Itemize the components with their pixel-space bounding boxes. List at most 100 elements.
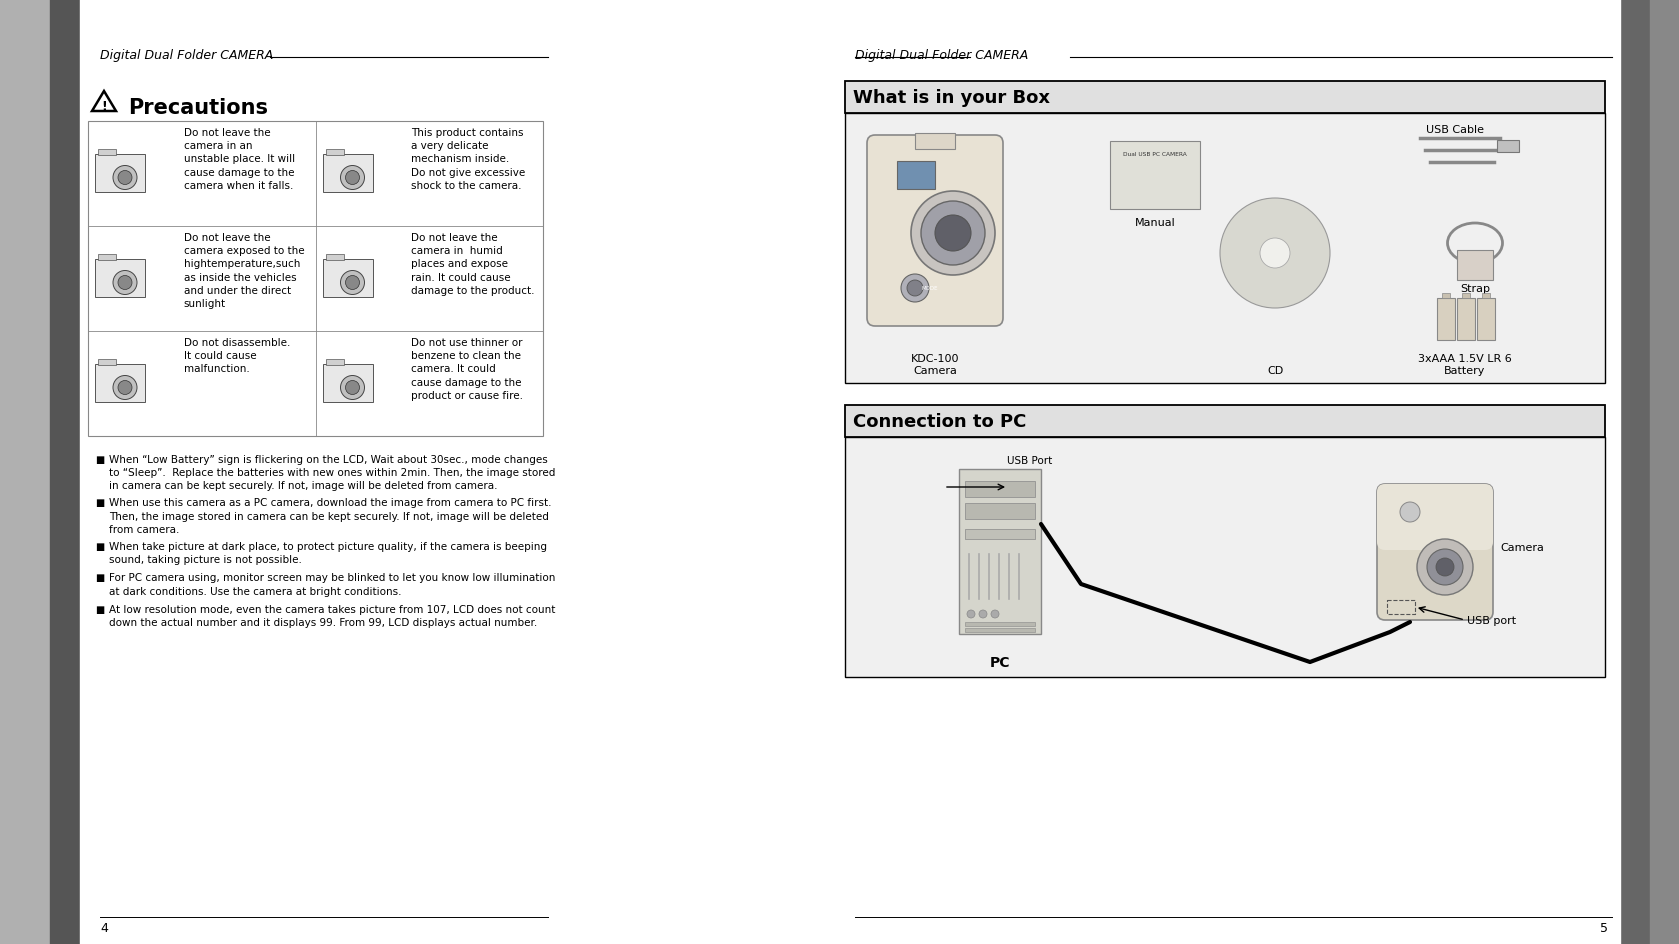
Bar [322,260,373,297]
Circle shape [346,277,359,290]
Circle shape [112,376,138,400]
Bar [897,161,935,190]
Text: ■: ■ [96,573,104,582]
Bar [1387,600,1415,615]
Text: USB port: USB port [1467,615,1516,625]
Text: Dual USB PC CAMERA: Dual USB PC CAMERA [1123,152,1187,157]
Text: Camera: Camera [1499,543,1545,552]
Circle shape [991,611,999,618]
Bar [965,481,1034,497]
Text: Precautions: Precautions [128,98,269,118]
Bar [845,114,1605,383]
Bar [1437,298,1456,341]
Circle shape [967,611,975,618]
Text: 3xAAA 1.5V LR 6
Battery: 3xAAA 1.5V LR 6 Battery [1419,353,1511,376]
Bar [97,359,116,365]
Bar [845,406,1605,437]
Bar [1483,294,1489,298]
Text: When use this camera as a PC camera, download the image from camera to PC first.: When use this camera as a PC camera, dow… [109,497,551,534]
Bar [50,0,81,944]
Text: PC: PC [989,655,1011,669]
Circle shape [902,275,928,303]
Text: Strap: Strap [1461,284,1489,294]
Text: What is in your Box: What is in your Box [853,89,1049,107]
Text: ■: ■ [96,604,104,615]
Text: MODE: MODE [922,286,939,291]
Text: Digital Dual Folder CAMERA: Digital Dual Folder CAMERA [855,48,1028,61]
Bar [326,254,344,261]
Text: !: ! [101,99,107,112]
Text: Do not leave the
camera in  humid
places and expose
rain. It could cause
damage : Do not leave the camera in humid places … [411,233,534,295]
Bar [840,0,1620,944]
Bar [326,359,344,365]
Circle shape [112,271,138,295]
Text: USB Cable: USB Cable [1425,125,1484,135]
Bar [1620,0,1655,944]
Text: Manual: Manual [1135,218,1175,228]
Circle shape [1221,199,1330,309]
FancyBboxPatch shape [866,136,1002,327]
FancyBboxPatch shape [1377,484,1493,550]
Text: This product contains
a very delicate
mechanism inside.
Do not give excessive
sh: This product contains a very delicate me… [411,127,526,191]
Circle shape [1259,239,1289,269]
Bar [97,254,116,261]
Circle shape [341,376,364,400]
Bar [845,437,1605,677]
Circle shape [935,216,970,252]
Text: Do not use thinner or
benzene to clean the
camera. It could
cause damage to the
: Do not use thinner or benzene to clean t… [411,338,524,400]
Bar [965,530,1034,539]
Text: Digital Dual Folder CAMERA: Digital Dual Folder CAMERA [101,48,274,61]
Bar [965,503,1034,519]
Bar [959,469,1041,634]
Circle shape [1436,559,1454,577]
Circle shape [907,280,923,296]
Text: At low resolution mode, even the camera takes picture from 107, LCD does not cou: At low resolution mode, even the camera … [109,604,556,628]
Circle shape [346,171,359,185]
Circle shape [979,611,987,618]
Bar [965,629,1034,632]
Bar [965,622,1034,626]
Bar [1478,298,1494,341]
Text: Connection to PC: Connection to PC [853,413,1026,430]
Circle shape [1427,549,1462,585]
Circle shape [922,202,986,265]
Text: For PC camera using, monitor screen may be blinked to let you know low illuminat: For PC camera using, monitor screen may … [109,573,556,596]
Bar [1110,142,1200,210]
Circle shape [118,171,133,185]
Text: 4: 4 [101,920,107,934]
Circle shape [341,166,364,191]
Circle shape [346,381,359,396]
Text: Do not disassemble.
It could cause
malfunction.: Do not disassemble. It could cause malfu… [183,338,290,374]
Circle shape [1417,539,1472,596]
Bar [96,154,144,193]
Bar [1650,0,1679,944]
Bar [97,149,116,156]
Text: 5: 5 [1600,920,1608,934]
Circle shape [341,271,364,295]
Text: ■: ■ [96,497,104,508]
Circle shape [1400,502,1420,522]
Text: Do not leave the
camera in an
unstable place. It will
cause damage to the
camera: Do not leave the camera in an unstable p… [183,127,296,191]
Bar [322,364,373,402]
Circle shape [118,277,133,290]
Bar [322,154,373,193]
Bar [1442,294,1451,298]
Text: KDC-100
Camera: KDC-100 Camera [910,353,959,376]
Bar [87,122,542,436]
Bar [1457,298,1474,341]
Text: USB Port: USB Port [1007,456,1053,465]
Bar [0,0,50,944]
Bar [81,0,635,944]
Bar [326,149,344,156]
Text: When “Low Battery” sign is flickering on the LCD, Wait about 30sec., mode change: When “Low Battery” sign is flickering on… [109,454,556,491]
Bar [96,260,144,297]
Bar [1498,141,1519,153]
Bar [1457,251,1493,280]
Circle shape [112,166,138,191]
Bar [96,364,144,402]
Bar [1462,294,1471,298]
Bar [915,134,955,150]
Text: ■: ■ [96,454,104,464]
Text: ■: ■ [96,541,104,551]
Bar [845,82,1605,114]
